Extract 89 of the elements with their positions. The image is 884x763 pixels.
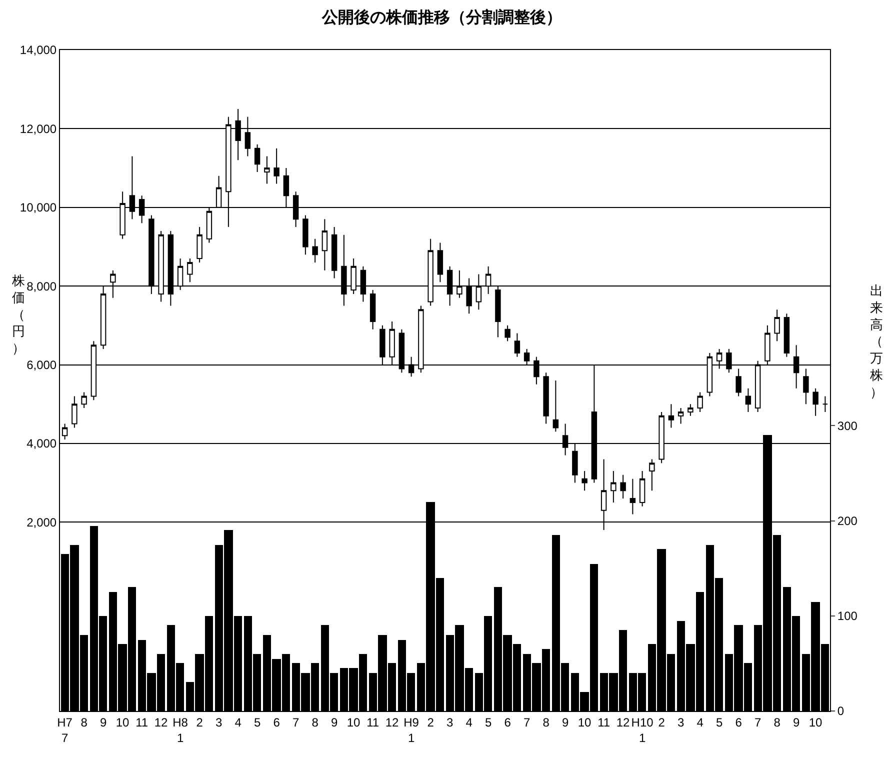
x-tick-label: H7 7 xyxy=(57,715,73,745)
candlestick xyxy=(668,404,674,428)
candlestick xyxy=(504,324,510,342)
x-tick-label: 10 xyxy=(808,715,823,730)
x-tick-label: 5 xyxy=(254,715,261,730)
x-tick-label: 9 xyxy=(330,715,338,730)
x-tick-label: 4 xyxy=(466,715,473,730)
x-tick-label: 12 xyxy=(154,715,168,730)
x-tick-label: 10 xyxy=(346,715,361,730)
x-tick-label: 2 xyxy=(196,715,204,730)
x-tick-label: 3 xyxy=(215,715,222,730)
x-tick-label: 8 xyxy=(542,715,550,730)
y2-tick-label: 100 xyxy=(837,609,858,624)
x-tick-label: 9 xyxy=(792,715,800,730)
x-tick-label: 2 xyxy=(427,715,434,730)
candlestick xyxy=(254,144,260,172)
candlestick xyxy=(803,368,809,405)
x-tick-label: 11 xyxy=(366,715,380,730)
x-tick-label: 11 xyxy=(598,715,610,730)
candlestick xyxy=(370,290,376,330)
x-tick-label: 9 xyxy=(100,715,107,730)
candlestick xyxy=(678,408,684,424)
x-tick-label: H9 1 xyxy=(404,715,420,745)
y-tick-label: 10,000 xyxy=(20,200,57,215)
candlestick xyxy=(543,372,549,424)
candlestick xyxy=(187,258,193,283)
x-tick-label: 8 xyxy=(312,715,319,730)
x-tick-label: 5 xyxy=(716,715,723,730)
candlestick xyxy=(610,470,616,503)
candlestick xyxy=(312,238,318,263)
y-tick-label: 4,000 xyxy=(26,436,57,451)
candlestick xyxy=(822,396,828,412)
candlestick xyxy=(688,404,694,416)
x-tick-label: 3 xyxy=(677,715,684,730)
candlestick xyxy=(697,392,703,412)
candlestick xyxy=(630,478,636,515)
x-tick-label: H8 1 xyxy=(172,715,188,745)
candlestick xyxy=(620,474,626,500)
x-tick-label: 3 xyxy=(446,715,454,730)
candlestick xyxy=(812,388,818,416)
y-tick-label: 8,000 xyxy=(26,279,57,294)
y2-axis-title: 出来高（万株） xyxy=(869,283,883,400)
chart-title: 公開後の株価推移（分割調整後） xyxy=(321,8,562,27)
x-tick-label: 8 xyxy=(774,715,781,730)
x-tick-label: 10 xyxy=(116,715,130,730)
x-tick-label: 10 xyxy=(578,715,592,730)
candlestick xyxy=(514,332,520,358)
x-tick-label: 12 xyxy=(385,715,400,730)
x-tick-label: 12 xyxy=(616,715,630,730)
y-tick-label: 14,000 xyxy=(20,43,57,58)
x-tick-label: 5 xyxy=(484,715,492,730)
candlestick xyxy=(639,470,646,507)
x-tick-label: 8 xyxy=(80,715,88,730)
x-tick-label: 6 xyxy=(504,715,512,730)
y2-tick-label: 0 xyxy=(837,704,844,718)
candlestick xyxy=(81,392,87,409)
x-tick-label: 4 xyxy=(696,715,704,730)
x-tick-label: 2 xyxy=(658,715,666,730)
x-tick-label: 7 xyxy=(292,715,300,730)
x-tick-label: 4 xyxy=(234,715,242,730)
y-axis-title: 株価（円） xyxy=(11,273,25,356)
x-tick-label: 7 xyxy=(523,715,530,730)
x-tick-label: 7 xyxy=(754,715,762,730)
candlestick xyxy=(736,368,742,397)
candlestick xyxy=(331,226,338,279)
x-tick-label: 6 xyxy=(273,715,280,730)
y2-tick-label: 200 xyxy=(837,514,858,528)
candlestick xyxy=(552,380,559,432)
candlestick xyxy=(437,242,444,283)
y-tick-label: 12,000 xyxy=(20,122,57,136)
candlestick xyxy=(774,309,780,342)
candlestick xyxy=(582,470,588,492)
candlestick xyxy=(649,458,655,492)
candlestick xyxy=(72,396,78,428)
x-tick-label: 11 xyxy=(136,715,148,730)
y2-tick-label: 300 xyxy=(837,418,858,433)
candlestick xyxy=(322,218,328,271)
x-tick-label: 6 xyxy=(735,715,742,730)
x-tick-label: H10 1 xyxy=(631,715,654,745)
x-tick-label: 9 xyxy=(562,715,569,730)
candlestick xyxy=(264,156,270,184)
y-tick-label: 2,000 xyxy=(26,515,57,530)
y-tick-label: 6,000 xyxy=(26,358,57,372)
candlestick xyxy=(784,313,790,358)
candlestick xyxy=(274,148,280,184)
candlestick xyxy=(745,388,752,412)
candlestick xyxy=(196,226,202,263)
candlestick xyxy=(62,423,68,440)
candlestick xyxy=(302,214,308,256)
